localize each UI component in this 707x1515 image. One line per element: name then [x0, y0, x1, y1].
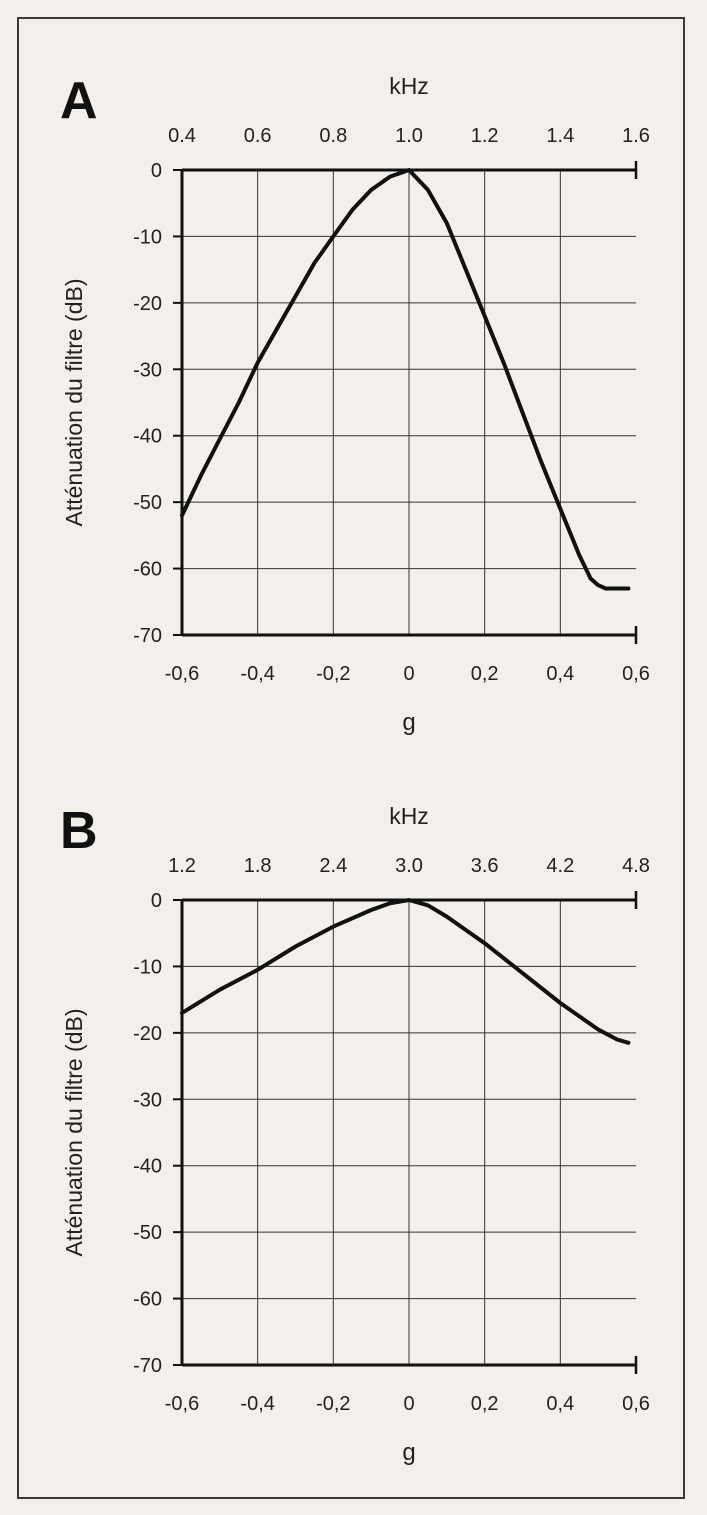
panel-label: A [60, 72, 98, 130]
x-tick-label: 0,6 [622, 1393, 650, 1415]
y-tick-label: -70 [133, 625, 162, 647]
x-tick-label: 0 [403, 1393, 414, 1415]
top-tick-label: 2.4 [319, 855, 347, 877]
y-tick-label: -10 [133, 226, 162, 248]
y-tick-label: -30 [133, 359, 162, 381]
top-tick-label: 1.4 [546, 125, 574, 147]
x-tick-label: -0,2 [316, 663, 350, 685]
top-tick-label: 4.8 [622, 855, 650, 877]
x-tick-label: -0,4 [240, 663, 274, 685]
x-tick-label: -0,6 [165, 663, 199, 685]
x-tick-label: -0,4 [240, 1393, 274, 1415]
series-line [180, 168, 631, 591]
top-tick-label: 3.6 [471, 855, 499, 877]
top-axis-label: kHz [389, 73, 429, 99]
y-tick-label: -30 [133, 1089, 162, 1111]
top-tick-label: 1.6 [622, 125, 650, 147]
x-tick-label: 0,4 [546, 1393, 574, 1415]
top-tick-label: 0.4 [168, 125, 196, 147]
y-tick-label: -20 [133, 293, 162, 315]
y-axis-label: Atténuation du filtre (dB) [61, 1008, 87, 1256]
y-tick-label: -70 [133, 1355, 162, 1377]
top-tick-label: 1.0 [395, 125, 423, 147]
x-tick-label: -0,2 [316, 1393, 350, 1415]
y-tick-label: -40 [133, 1156, 162, 1178]
y-tick-label: -10 [133, 956, 162, 978]
chart-panel-a: 0 -10 -20 -30 -40 -50 -60 -70-0,6 -0,4 -0,2 0 0,2 0,… [60, 72, 650, 736]
x-axis-label: g [402, 1439, 415, 1466]
top-tick-label: 4.2 [546, 855, 574, 877]
top-tick-label: 1.2 [471, 125, 499, 147]
y-tick-label: -50 [133, 492, 162, 514]
y-tick-label: -20 [133, 1023, 162, 1045]
y-tick-label: -40 [133, 426, 162, 448]
y-tick-label: -60 [133, 1289, 162, 1311]
top-tick-label: 3.0 [395, 855, 423, 877]
y-tick-label: -60 [133, 559, 162, 581]
top-tick-label: 1.8 [244, 855, 272, 877]
x-axis-label: g [402, 709, 415, 736]
top-tick-label: 0.6 [244, 125, 272, 147]
x-tick-label: 0 [403, 663, 414, 685]
top-axis-label: kHz [389, 803, 429, 829]
x-tick-label: 0,2 [471, 1393, 499, 1415]
x-tick-label: 0,2 [471, 663, 499, 685]
x-tick-label: 0,4 [546, 663, 574, 685]
y-axis-label: Atténuation du filtre (dB) [61, 278, 87, 526]
y-tick-label: -50 [133, 1222, 162, 1244]
y-tick-label: 0 [151, 160, 162, 182]
top-tick-label: 0.8 [319, 125, 347, 147]
panel-label: B [60, 802, 98, 860]
x-tick-label: 0,6 [622, 663, 650, 685]
figure-frame [17, 17, 685, 1499]
chart-panel-b: 0 -10 -20 -30 -40 -50 -60 -70-0,6 -0,4 -0,2 0 0,2 0,… [60, 802, 650, 1466]
series-line [180, 898, 631, 1045]
charts-container: 0-10-20-30-40-50-60-70-0,6 -0,4 -0,2 0 0,2 0,… [60, 72, 650, 1466]
x-tick-label: -0,6 [165, 1393, 199, 1415]
top-tick-label: 1.2 [168, 855, 196, 877]
y-tick-label: 0 [151, 890, 162, 912]
